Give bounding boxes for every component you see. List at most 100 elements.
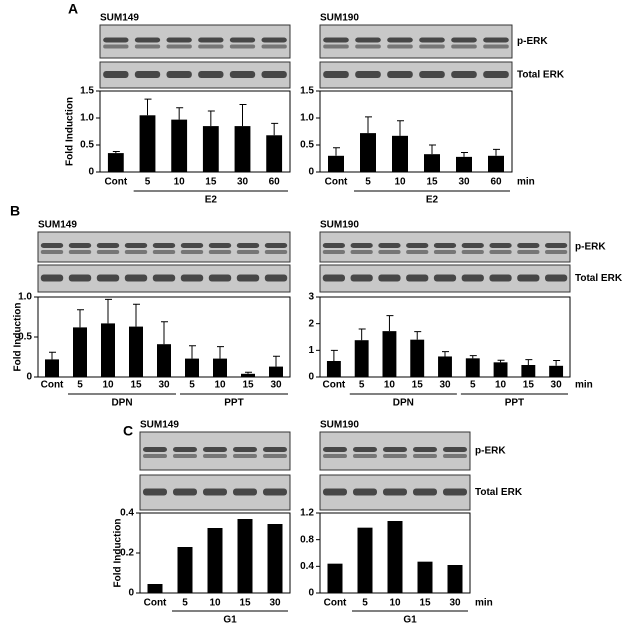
blot-band: [413, 454, 437, 458]
blot: [319, 24, 513, 59]
y-tick-label: 0.5: [80, 140, 94, 151]
y-tick-label: 0: [26, 372, 32, 383]
blot-label: Total ERK: [475, 487, 523, 498]
blot-band: [322, 274, 345, 282]
x-tick-label: 5: [189, 380, 195, 391]
blot-band: [545, 274, 568, 282]
blot-band: [451, 71, 477, 78]
blot-band: [180, 250, 204, 254]
blot-band: [124, 250, 148, 254]
panel-label: B: [10, 203, 20, 219]
blot-band: [96, 243, 120, 248]
blot-label: p-ERK: [575, 242, 606, 253]
blot-band: [387, 37, 413, 43]
x-tick-label: 15: [205, 177, 217, 188]
x-tick-label: 30: [439, 380, 451, 391]
error-bar: [271, 122, 279, 136]
blot-band: [180, 274, 204, 282]
group-label: DPN: [111, 398, 132, 409]
blot-band: [233, 454, 257, 458]
bar: [456, 156, 472, 172]
cell-line-title: SUM149: [140, 420, 179, 431]
bar: [382, 331, 397, 377]
bar: [417, 561, 433, 593]
blot-band: [323, 71, 349, 78]
blot-band: [134, 44, 161, 49]
blot-band: [229, 44, 256, 49]
blot-label: p-ERK: [517, 36, 548, 47]
error-bar: [358, 328, 366, 341]
error-bar: [112, 150, 120, 154]
bar: [438, 356, 452, 377]
blot-band: [323, 44, 349, 49]
bar: [387, 521, 403, 593]
blot-band: [198, 44, 224, 49]
error-bar: [49, 351, 56, 360]
blot-band: [203, 454, 227, 458]
bar: [185, 358, 199, 377]
blot-band: [322, 243, 345, 248]
error-bar: [330, 349, 338, 361]
blot-band: [323, 488, 347, 496]
error-bar: [461, 152, 468, 157]
error-bar: [429, 144, 436, 155]
blot-band: [264, 250, 288, 254]
x-tick-label: 10: [384, 380, 396, 391]
y-tick-label: 0.4: [300, 561, 314, 572]
blot-band: [461, 243, 484, 248]
blot-band: [166, 71, 192, 78]
x-tick-label: 15: [130, 380, 142, 391]
bar: [357, 527, 373, 593]
blot-band: [517, 243, 540, 248]
blot-band: [124, 274, 148, 282]
error-bar: [207, 110, 215, 127]
group-label: G1: [403, 615, 417, 626]
blot-band: [208, 243, 232, 248]
error-bar: [525, 359, 533, 365]
x-tick-label: 5: [365, 177, 371, 188]
group-label: PPT: [224, 398, 243, 409]
blot-band: [383, 447, 407, 452]
x-tick-label: 10: [209, 598, 221, 609]
blot-band: [68, 250, 92, 254]
blot-band: [198, 37, 224, 43]
blot-band: [96, 250, 120, 254]
bar: [237, 519, 253, 593]
y-tick-label: 0: [308, 167, 314, 178]
x-tick-label: Cont: [325, 177, 348, 188]
group-label: E2: [426, 195, 439, 206]
cell-line-title: SUM190: [320, 220, 359, 231]
bar: [129, 326, 143, 377]
blot-band: [263, 488, 287, 496]
blot-band: [483, 44, 509, 49]
blot-band: [203, 488, 227, 496]
bar: [171, 119, 188, 172]
y-tick-label: 3: [308, 292, 314, 303]
bar: [328, 155, 344, 172]
group-label: G1: [223, 615, 237, 626]
y-tick-label: 1: [308, 345, 314, 356]
blot-band: [545, 243, 568, 248]
blot-band: [208, 250, 232, 254]
blot-band: [322, 250, 345, 254]
y-tick-label: 0: [308, 372, 314, 383]
bar: [549, 365, 564, 377]
error-bar: [144, 98, 152, 116]
x-tick-label: 15: [523, 380, 535, 391]
y-tick-label: 1.0: [18, 292, 32, 303]
x-tick-label: Cont: [144, 598, 167, 609]
error-bar: [333, 147, 340, 156]
blot-band: [40, 243, 64, 248]
x-tick-label: 15: [242, 380, 254, 391]
blot-band: [261, 37, 287, 43]
blot-band: [68, 274, 92, 282]
y-tick-label: 0: [88, 167, 94, 178]
blot-band: [264, 243, 288, 248]
blot-band: [387, 71, 413, 78]
y-tick-label: 0.5: [18, 332, 32, 343]
y-tick-label: 1.0: [80, 113, 94, 124]
bar: [488, 155, 504, 172]
bar: [326, 361, 341, 377]
bar: [101, 323, 115, 377]
blot-band: [198, 71, 224, 78]
